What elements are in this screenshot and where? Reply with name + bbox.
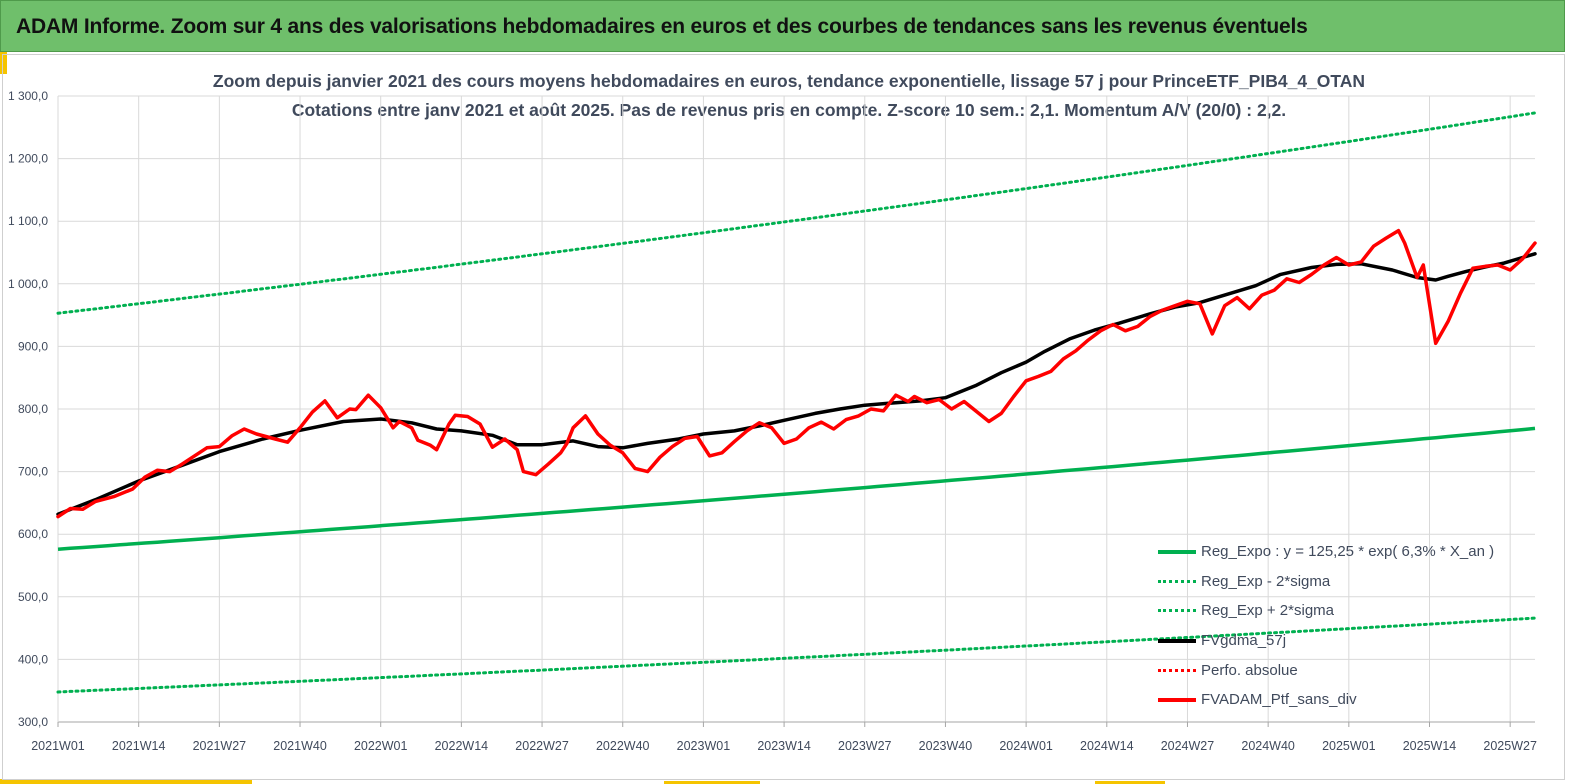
legend-swatch [1158,638,1196,643]
series-line-1 [56,616,1537,694]
legend-swatch [1158,549,1196,554]
x-tick-label: 2024W01 [999,739,1053,753]
x-tick-label: 2022W40 [596,739,650,753]
legend-item: Reg_Exp + 2*sigma [1158,596,1538,626]
legend-label: Perfo. absolue [1201,661,1298,679]
y-tick-label: 500,0 [18,590,48,604]
y-tick-label: 1 000,0 [8,277,48,291]
legend-label: Reg_Exp + 2*sigma [1201,602,1334,620]
legend-swatch [1158,668,1196,672]
x-tick-label: 2022W27 [515,739,569,753]
legend-swatch [1158,609,1196,613]
x-tick-label: 2023W14 [757,739,811,753]
x-tick-label: 2023W27 [838,739,892,753]
legend-swatch [1158,697,1196,702]
chart-legend: Reg_Expo : y = 125,25 * exp( 6,3% * X_an… [1158,537,1538,715]
legend-item: Reg_Exp - 2*sigma [1158,567,1538,597]
x-tick-label: 2021W14 [112,739,166,753]
chart-frame [2,54,1565,780]
y-tick-label: 1 200,0 [8,152,48,166]
banner-title: ADAM Informe. Zoom sur 4 ans des valoris… [16,15,1308,38]
legend-label: FVgdma_57j [1201,632,1287,650]
x-tick-label: 2021W01 [31,739,85,753]
series-line-0 [57,426,1536,551]
y-tick-label: 600,0 [18,527,48,541]
y-tick-label: 1 300,0 [8,89,48,103]
series-line-3 [56,252,1537,516]
x-tick-label: 2022W14 [435,739,489,753]
x-tick-label: 2024W14 [1080,739,1134,753]
legend-label: Reg_Expo : y = 125,25 * exp( 6,3% * X_an… [1201,543,1495,561]
y-tick-label: 900,0 [18,339,48,353]
series-line-5 [56,228,1537,519]
accent-stripe-bottom-mid [664,781,760,784]
y-tick-label: 700,0 [18,465,48,479]
x-tick-label: 2022W01 [354,739,408,753]
x-tick-label: 2021W27 [193,739,247,753]
series-line-2 [56,111,1537,315]
x-tick-label: 2021W40 [273,739,327,753]
accent-stripe-bottom-right [1095,781,1165,784]
title-banner: ADAM Informe. Zoom sur 4 ans des valoris… [0,0,1565,52]
x-tick-label: 2024W40 [1241,739,1295,753]
legend-label: Reg_Exp - 2*sigma [1201,572,1331,590]
x-tick-label: 2025W27 [1483,739,1537,753]
legend-swatch [1158,579,1196,583]
y-tick-label: 1 100,0 [8,214,48,228]
legend-item: FVgdma_57j [1158,626,1538,656]
y-tick-label: 800,0 [18,402,48,416]
legend-item: FVADAM_Ptf_sans_div [1158,685,1538,715]
legend-item: Reg_Expo : y = 125,25 * exp( 6,3% * X_an… [1158,537,1538,567]
y-tick-label: 300,0 [18,715,48,729]
axis-layer: 300,0 400,0 500,0 600,0 700,0 800,0 900,0 1 000… [8,89,1537,753]
chart-title: Zoom depuis janvier 2021 des cours moyen… [212,71,1366,91]
chart-subtitle: Cotations entre janv 2021 et août 2025. … [291,100,1287,120]
accent-stripe-left [0,52,7,74]
legend-item: Perfo. absolue [1158,655,1538,685]
accent-stripe-bottom [0,779,252,784]
legend-label: FVADAM_Ptf_sans_div [1201,691,1357,709]
x-tick-label: 2025W01 [1322,739,1376,753]
series-layer [56,111,1537,694]
x-tick-label: 2024W27 [1161,739,1215,753]
x-tick-label: 2025W14 [1403,739,1457,753]
y-tick-label: 400,0 [18,652,48,666]
x-tick-label: 2023W40 [919,739,973,753]
x-tick-label: 2023W01 [677,739,731,753]
